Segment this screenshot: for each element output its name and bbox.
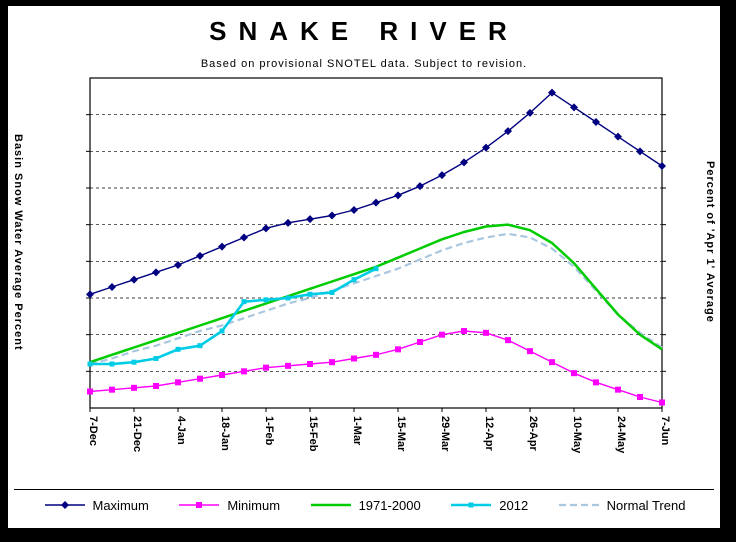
- chart-area: Basin Snow Water Average Percent 7-Dec 21…: [8, 72, 720, 474]
- chart-title: SNAKE RIVER: [209, 16, 519, 46]
- maximum-line-icon: [44, 501, 85, 509]
- legend: Maximum Minimum 1971-2000 2012 Normal Tr…: [14, 489, 714, 520]
- y-axis-label-left: Basin Snow Water Average Percent: [12, 133, 24, 351]
- legend-label: Minimum: [227, 497, 281, 513]
- svg-text:4-Jan: 4-Jan: [175, 416, 187, 445]
- legend-item-normal-trend: Normal Trend: [557, 497, 686, 513]
- legend-label: Normal Trend: [606, 497, 686, 513]
- chart-subtitle: Based on provisional SNOTEL data. Subjec…: [200, 58, 528, 70]
- minimum-line-icon: [179, 502, 220, 508]
- svg-text:1-Mar: 1-Mar: [351, 416, 363, 446]
- svg-text:15-Mar: 15-Mar: [395, 416, 407, 452]
- average-line-icon: [310, 503, 351, 507]
- normal-trend-line-icon: [558, 503, 599, 507]
- legend-label: Maximum: [92, 497, 149, 513]
- plot-area: 7-Dec 21-Dec 4-Jan 18-Jan 1-Feb 15-Feb 1-Mar 15…: [86, 77, 671, 454]
- current-year-line-icon: [451, 502, 492, 508]
- legend-label: 1971-2000: [358, 497, 421, 513]
- chart-panel: SNAKE RIVER Based on provisional SNOTEL …: [8, 6, 720, 528]
- svg-text:24-May: 24-May: [615, 416, 627, 454]
- svg-text:18-Jan: 18-Jan: [219, 416, 231, 451]
- legend-item-2012: 2012: [449, 497, 528, 513]
- svg-text:12-Apr: 12-Apr: [483, 416, 495, 452]
- svg-text:26-Apr: 26-Apr: [527, 416, 539, 452]
- svg-text:7-Jun: 7-Jun: [659, 416, 671, 446]
- svg-text:21-Dec: 21-Dec: [131, 416, 143, 452]
- svg-text:15-Feb: 15-Feb: [307, 416, 319, 452]
- legend-item-1971-2000: 1971-2000: [309, 497, 421, 513]
- legend-label: 2012: [499, 497, 529, 513]
- svg-text:29-Mar: 29-Mar: [439, 416, 451, 452]
- y-axis-label-right: Percent of 'Apr 1' Average: [704, 161, 716, 323]
- svg-text:1-Feb: 1-Feb: [263, 416, 275, 446]
- svg-text:7-Dec: 7-Dec: [87, 416, 99, 446]
- legend-item-minimum: Minimum: [177, 497, 280, 513]
- legend-item-maximum: Maximum: [43, 497, 149, 513]
- svg-text:10-May: 10-May: [571, 416, 583, 454]
